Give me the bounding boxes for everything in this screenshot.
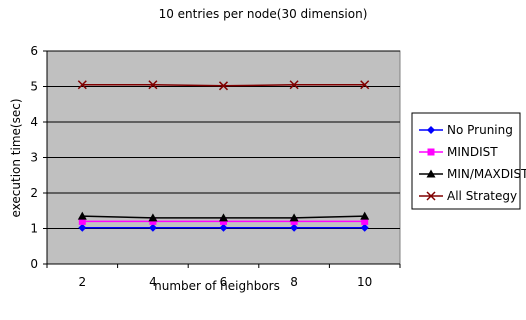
legend-label: No Pruning <box>447 123 513 137</box>
legend-item: MIN/MAXDIST <box>419 167 526 181</box>
y-axis-label: execution time(sec) <box>9 99 23 218</box>
data-point <box>77 80 87 90</box>
legend-label: All Strategy <box>447 189 517 203</box>
data-point <box>360 223 369 232</box>
data-point <box>78 217 86 225</box>
x-tick-label: 8 <box>290 275 298 289</box>
axes <box>43 50 401 268</box>
y-tick-label: 5 <box>30 80 38 94</box>
legend-marker <box>426 191 436 201</box>
legend-marker <box>427 148 435 156</box>
legend-item: MINDIST <box>419 145 498 159</box>
y-tick-labels: 0 1 2 3 4 5 6 <box>30 44 38 271</box>
x-tick-labels: 2 4 6 8 10 <box>78 275 372 289</box>
legend-marker <box>427 126 435 134</box>
data-point <box>361 217 369 225</box>
data-point <box>77 211 87 220</box>
data-point <box>78 223 87 232</box>
data-point <box>289 213 299 222</box>
y-tick-label: 2 <box>30 186 38 200</box>
chart-title: 10 entries per node(30 dimension) <box>159 7 368 21</box>
data-point <box>289 80 299 90</box>
x-tick-label: 10 <box>357 275 372 289</box>
y-tick-label: 3 <box>30 151 38 165</box>
data-point <box>360 211 370 220</box>
legend: No Pruning MINDIST MIN/MAXDIST All Strategy <box>411 112 526 210</box>
legend-label: MINDIST <box>447 145 498 159</box>
y-tick-label: 1 <box>30 222 38 236</box>
data-point <box>149 217 157 225</box>
legend-marker <box>426 169 436 178</box>
data-point <box>290 217 298 225</box>
data-point <box>360 80 370 90</box>
legend-item: All Strategy <box>419 189 517 203</box>
data-point <box>148 223 157 232</box>
x-tick-label: 2 <box>78 275 86 289</box>
x-tick-label: 4 <box>149 275 157 289</box>
series-group <box>77 80 370 232</box>
y-tick-label: 4 <box>30 115 38 129</box>
data-point <box>148 80 158 90</box>
x-axis-label: number of neighbors <box>154 279 280 293</box>
y-tick-label: 6 <box>30 44 38 58</box>
data-point <box>219 223 228 232</box>
legend-label: MIN/MAXDIST <box>447 167 526 181</box>
data-point <box>290 223 299 232</box>
data-point <box>219 213 228 222</box>
data-point <box>148 213 158 222</box>
y-tick-label: 0 <box>30 257 38 271</box>
legend-item: No Pruning <box>419 123 513 137</box>
x-tick-label: 6 <box>220 275 228 289</box>
data-point <box>218 81 229 91</box>
data-point <box>220 217 227 225</box>
